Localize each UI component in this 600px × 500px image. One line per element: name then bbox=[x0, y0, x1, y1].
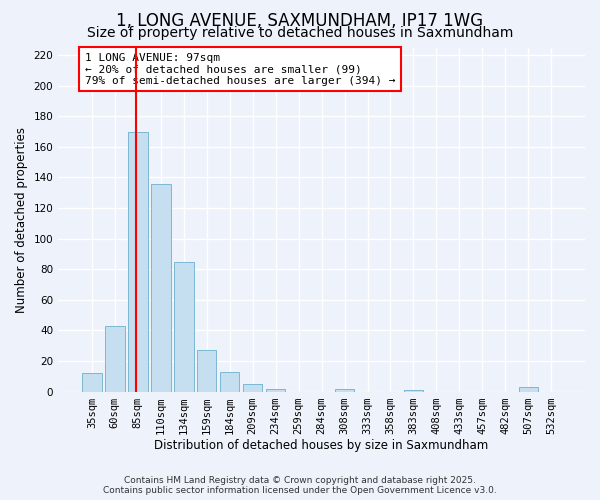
Bar bbox=[335, 388, 355, 392]
Text: 1, LONG AVENUE, SAXMUNDHAM, IP17 1WG: 1, LONG AVENUE, SAXMUNDHAM, IP17 1WG bbox=[116, 12, 484, 30]
Bar bbox=[404, 390, 423, 392]
Bar bbox=[82, 373, 101, 392]
Y-axis label: Number of detached properties: Number of detached properties bbox=[15, 126, 28, 312]
Bar bbox=[174, 262, 194, 392]
Bar bbox=[243, 384, 262, 392]
Bar bbox=[220, 372, 239, 392]
Bar bbox=[266, 388, 286, 392]
Text: Size of property relative to detached houses in Saxmundham: Size of property relative to detached ho… bbox=[87, 26, 513, 40]
Bar bbox=[105, 326, 125, 392]
Bar bbox=[151, 184, 170, 392]
Bar bbox=[518, 387, 538, 392]
Text: Contains HM Land Registry data © Crown copyright and database right 2025.
Contai: Contains HM Land Registry data © Crown c… bbox=[103, 476, 497, 495]
Text: 1 LONG AVENUE: 97sqm
← 20% of detached houses are smaller (99)
79% of semi-detac: 1 LONG AVENUE: 97sqm ← 20% of detached h… bbox=[85, 52, 395, 86]
Bar bbox=[128, 132, 148, 392]
X-axis label: Distribution of detached houses by size in Saxmundham: Distribution of detached houses by size … bbox=[154, 440, 489, 452]
Bar bbox=[197, 350, 217, 392]
